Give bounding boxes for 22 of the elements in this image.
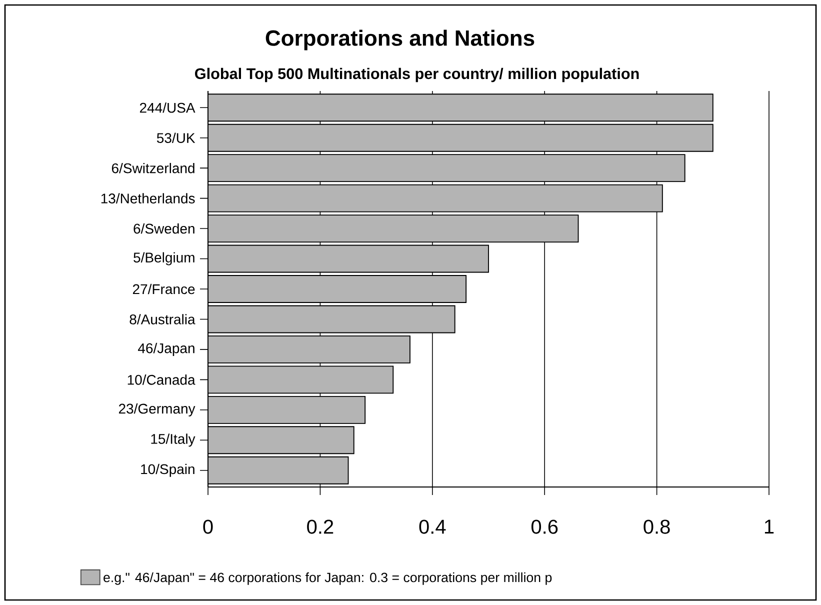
y-tick-label: 8/Australia bbox=[130, 314, 196, 324]
legend-label: e.g." 46/Japan" = 46 corporations for Japan: 0.3 = corporations per million p bbox=[104, 572, 552, 585]
y-tick-label: 13/Netherlands bbox=[101, 193, 195, 204]
y-tick-label: 46/Japan bbox=[138, 342, 194, 356]
y-tick-label: 53/UK bbox=[156, 132, 196, 143]
y-tick-label: 10/Canada bbox=[128, 374, 196, 385]
y-tick-label: 23/Germany bbox=[118, 403, 196, 416]
x-tick-label: 0 bbox=[203, 520, 213, 534]
x-tick-label: 0.2 bbox=[307, 520, 334, 534]
y-tick-label: 244/USA bbox=[140, 102, 196, 113]
y-tick-label: 6/Switzerland bbox=[112, 162, 194, 174]
y-tick-label: 5/Belgium bbox=[134, 252, 194, 266]
y-tick-label: 15/Italy bbox=[151, 434, 196, 447]
y-tick-label: 6/Sweden bbox=[134, 223, 194, 234]
y-tick-label: 10/Spain bbox=[141, 464, 194, 477]
x-tick-label: 0.6 bbox=[531, 520, 558, 534]
y-tick-label: 27/France bbox=[132, 284, 195, 294]
chart-title: Corporations and Nations bbox=[266, 30, 534, 50]
x-tick-label: 0.4 bbox=[419, 520, 446, 534]
x-tick-label: 1 bbox=[764, 520, 774, 534]
x-tick-label: 0.8 bbox=[644, 520, 670, 534]
chart-subtitle: Global Top 500 Multinationals per country/ million population bbox=[195, 68, 639, 82]
